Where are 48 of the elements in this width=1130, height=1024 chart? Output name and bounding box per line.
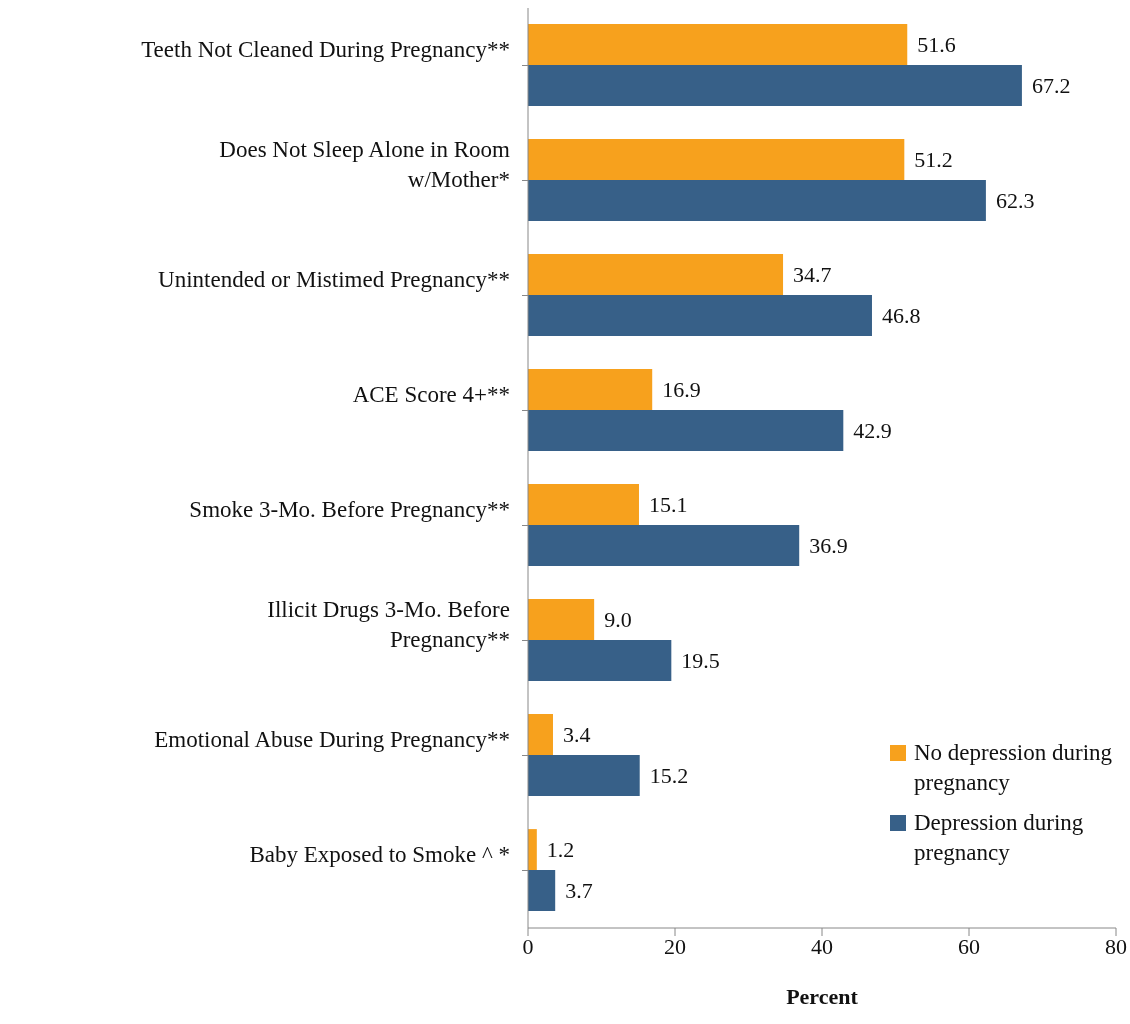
data-label: 9.0 xyxy=(604,607,632,633)
data-label: 19.5 xyxy=(681,648,720,674)
x-axis-title: Percent xyxy=(786,984,859,1009)
x-tick-label: 0 xyxy=(522,933,534,959)
bar xyxy=(528,870,556,912)
bar xyxy=(528,139,905,181)
bar xyxy=(528,599,595,641)
data-label: 51.6 xyxy=(917,32,956,58)
y-tick-label: Smoke 3-Mo. Before Pregnancy** xyxy=(189,496,510,522)
y-tick-label: Teeth Not Cleaned During Pregnancy** xyxy=(141,36,510,62)
bar xyxy=(528,180,986,222)
bar xyxy=(528,640,672,682)
bar xyxy=(528,24,908,66)
data-label: 51.2 xyxy=(914,147,953,173)
bar xyxy=(528,65,1022,107)
data-label: 46.8 xyxy=(881,303,921,329)
legend-label: No depression during pregnancy xyxy=(914,739,1114,797)
data-label: 67.2 xyxy=(1031,73,1071,99)
data-label: 15.1 xyxy=(648,492,688,518)
bar xyxy=(528,295,872,337)
data-label: 1.2 xyxy=(546,837,575,863)
legend-label: Depression during pregnancy xyxy=(914,809,1085,867)
y-tick-label: Emotional Abuse During Pregnancy** xyxy=(154,726,510,752)
data-label: 62.3 xyxy=(995,188,1035,214)
data-label: 42.9 xyxy=(853,418,892,444)
x-tick-label: 20 xyxy=(664,933,686,959)
y-tick-label: Unintended or Mistimed Pregnancy** xyxy=(158,266,510,292)
y-tick-label: ACE Score 4+** xyxy=(352,381,510,407)
bar xyxy=(528,484,639,526)
data-label: 36.9 xyxy=(809,533,848,559)
data-label: 34.7 xyxy=(793,262,832,288)
bar xyxy=(528,369,653,411)
bar xyxy=(528,755,640,797)
x-tick-label: 60 xyxy=(958,933,980,959)
y-tick-label: Illicit Drugs 3-Mo. Before Pregnancy** xyxy=(267,596,510,652)
data-label: 16.9 xyxy=(662,377,701,403)
bar xyxy=(528,829,537,871)
y-tick-label: Baby Exposed to Smoke ^ * xyxy=(249,841,510,867)
x-tick-label: 80 xyxy=(1105,933,1127,959)
data-label: 3.4 xyxy=(562,722,591,748)
bar xyxy=(528,254,784,296)
data-label: 3.7 xyxy=(565,878,593,904)
x-tick-label: 40 xyxy=(811,933,833,959)
y-tick-label: Does Not Sleep Alone in Room w/Mother* xyxy=(219,136,511,192)
data-label: 15.2 xyxy=(649,763,689,789)
bar xyxy=(528,525,800,567)
bar xyxy=(528,714,553,756)
bar xyxy=(528,410,844,452)
